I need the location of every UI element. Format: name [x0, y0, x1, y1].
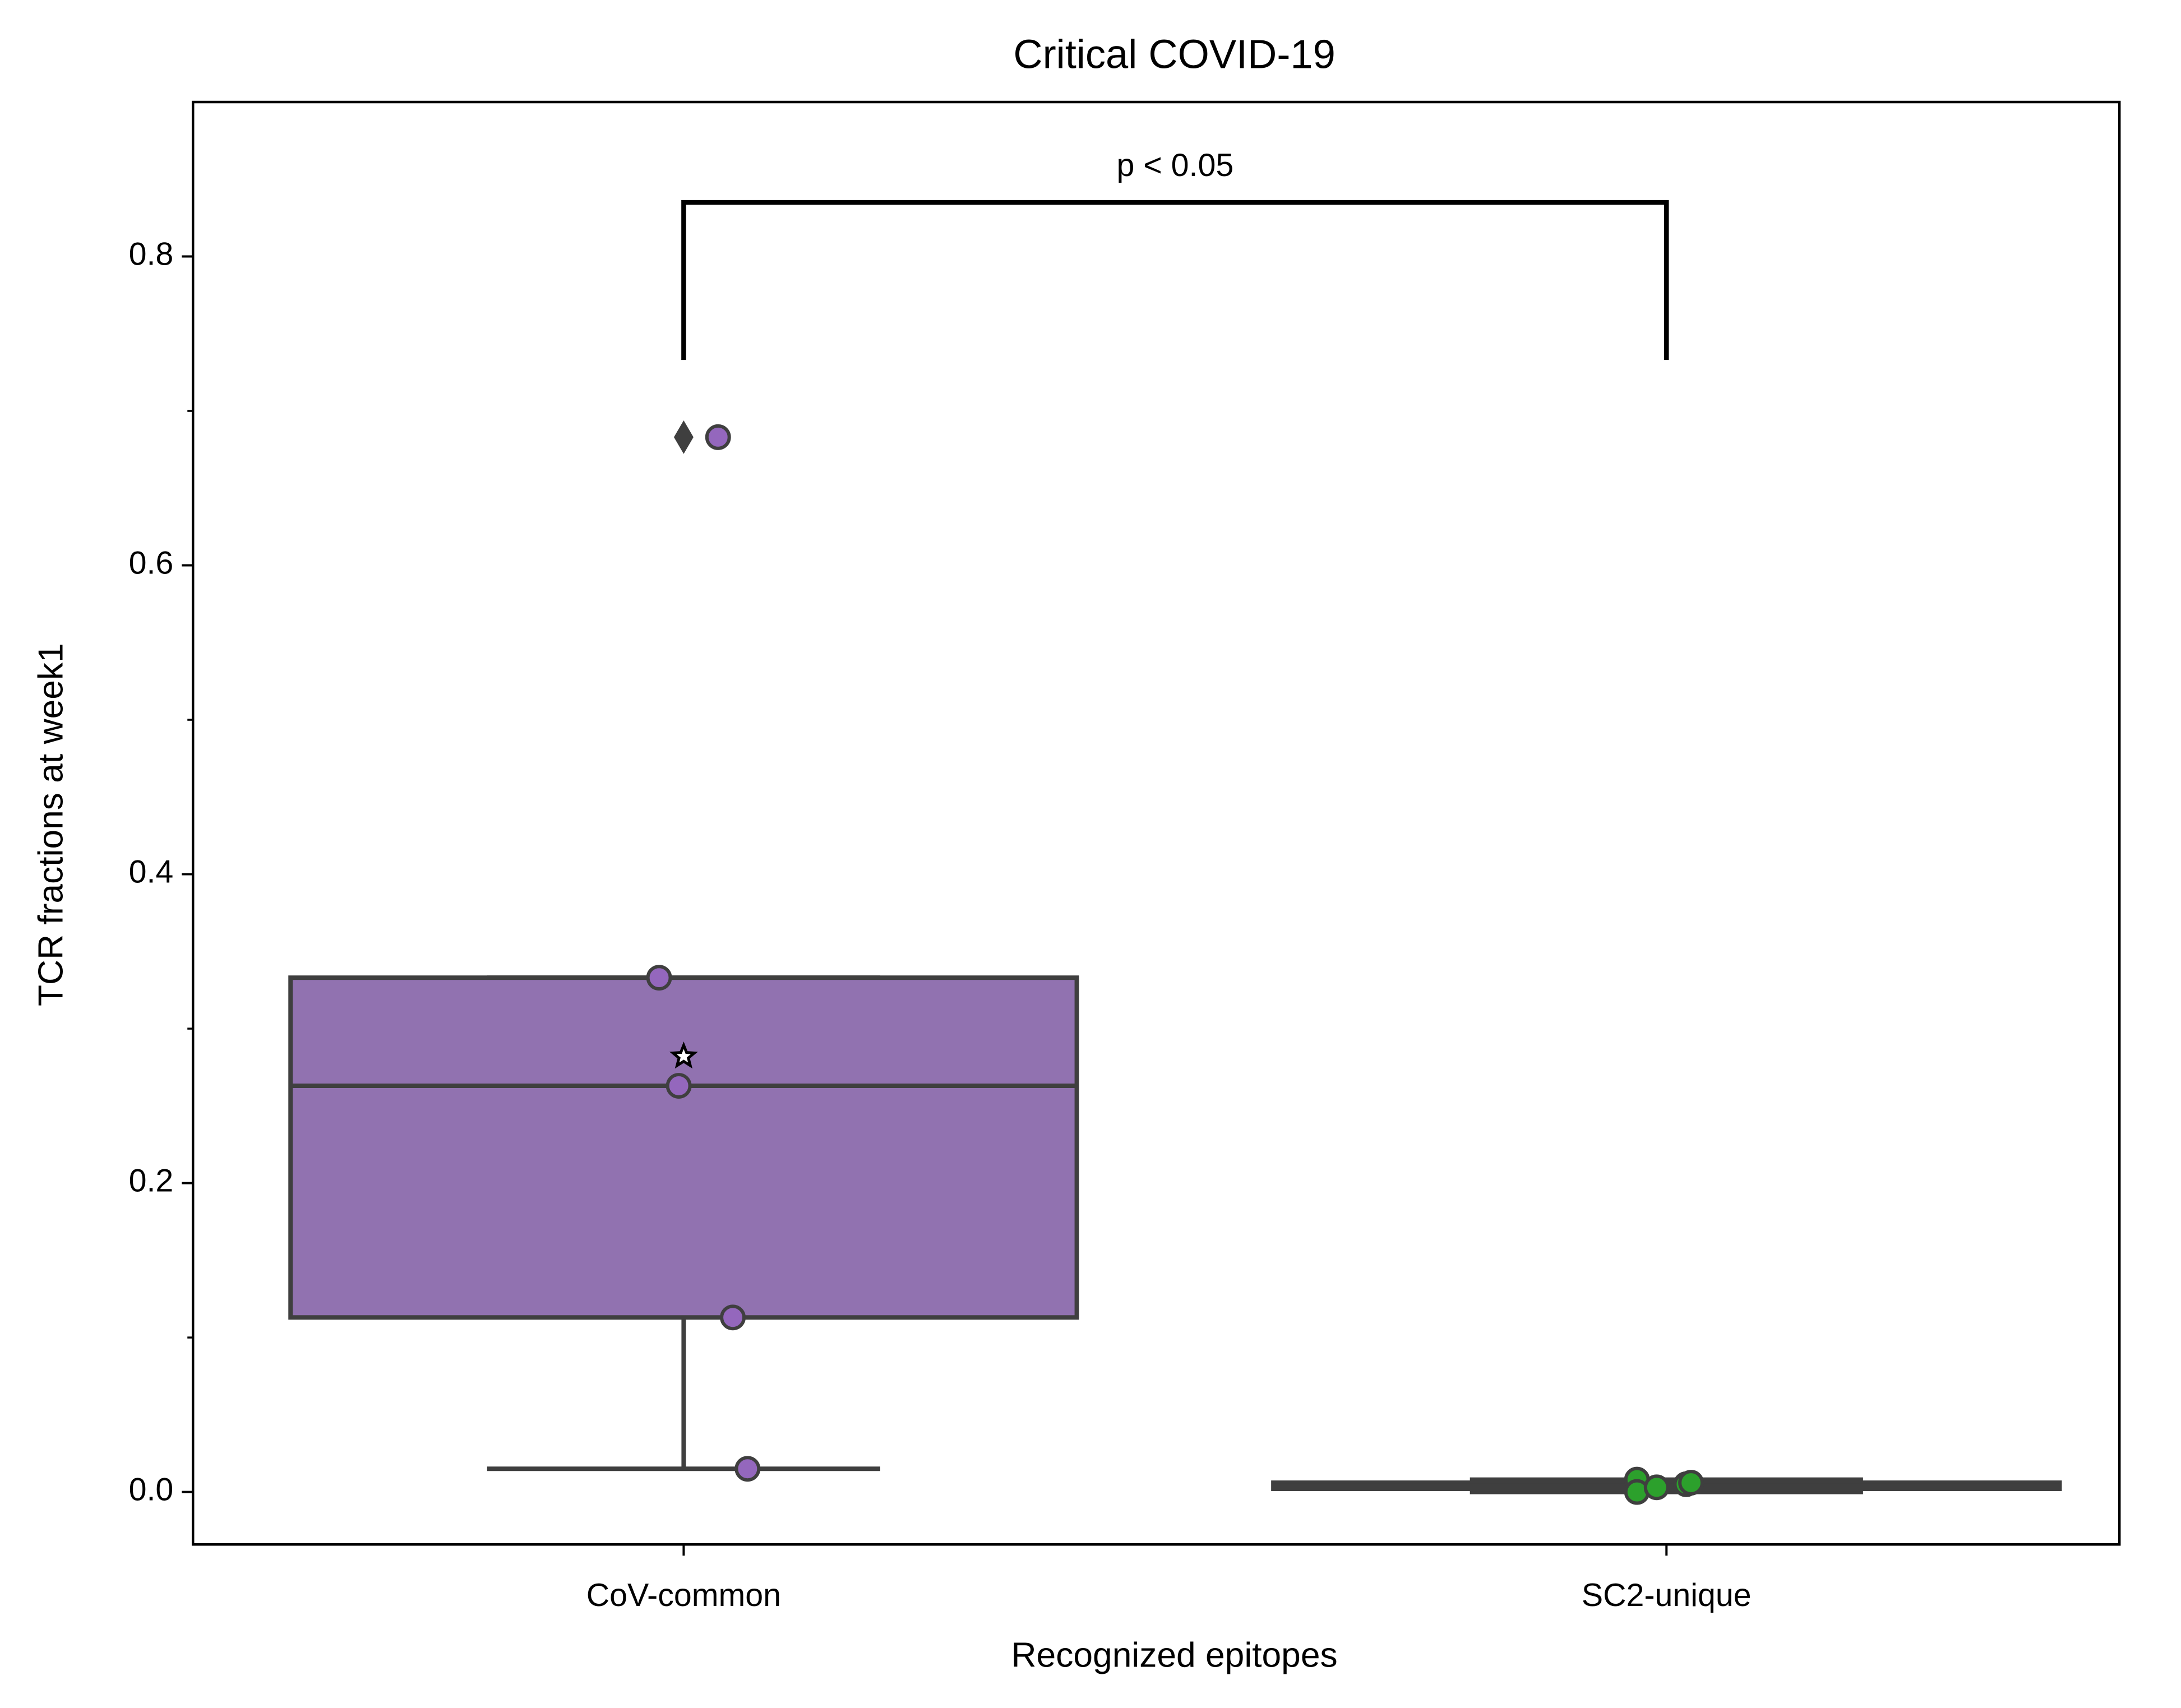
y-tick-label: 0.0: [129, 1472, 174, 1508]
significance-bracket: [681, 200, 1669, 360]
data-point: [666, 1073, 692, 1099]
mean-marker: [669, 1041, 698, 1069]
x-tick-label: CoV-common: [586, 1577, 781, 1613]
chart-title: Critical COVID-19: [1013, 32, 1335, 77]
box: [288, 975, 1079, 1320]
y-tick-label: 0.4: [129, 854, 174, 890]
annotation-text: p < 0.05: [1116, 147, 1233, 183]
y-tick-label: 0.6: [129, 545, 174, 581]
data-point: [720, 1304, 746, 1331]
data-point: [1643, 1474, 1670, 1501]
y-tick-label: 0.8: [129, 237, 174, 272]
data-point: [1678, 1470, 1704, 1496]
x-tick-label: SC2-unique: [1582, 1577, 1752, 1613]
x-axis-label: Recognized epitopes: [1011, 1636, 1338, 1675]
data-point: [734, 1456, 761, 1482]
axes-frame: [191, 100, 2121, 1546]
y-tick-label: 0.2: [129, 1163, 174, 1199]
y-axis-label: TCR fractions at week1: [31, 643, 70, 1006]
data-point: [705, 424, 731, 450]
data-point: [646, 965, 672, 991]
